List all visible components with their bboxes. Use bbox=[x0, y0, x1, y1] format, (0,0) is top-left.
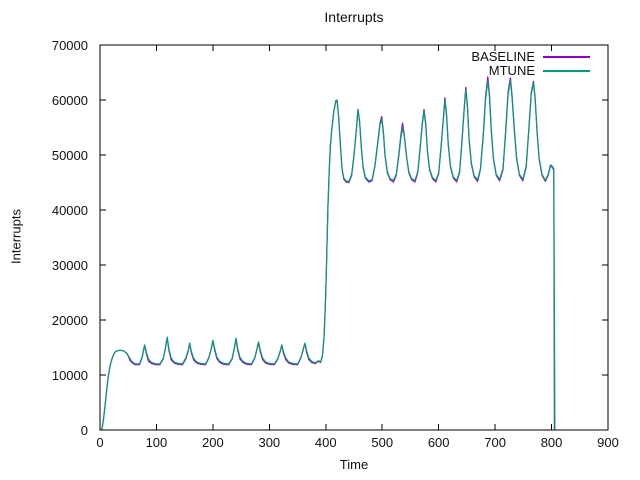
y-tick-label: 60000 bbox=[52, 93, 88, 108]
x-tick-label: 800 bbox=[541, 435, 563, 450]
legend-item-mtune: MTUNE bbox=[471, 64, 590, 77]
y-axis-label: Interrupts bbox=[8, 209, 24, 264]
x-axis-label: Time bbox=[339, 457, 369, 472]
x-tick-label: 100 bbox=[146, 435, 168, 450]
mtune-line-swatch bbox=[543, 69, 590, 72]
legend-label-mtune: MTUNE bbox=[488, 63, 535, 78]
y-tick-label: 50000 bbox=[52, 148, 88, 163]
y-tick-label: 10000 bbox=[52, 368, 88, 383]
y-tick-label: 0 bbox=[81, 423, 88, 438]
x-tick-label: 200 bbox=[202, 435, 224, 450]
chart-title: Interrupts bbox=[324, 9, 384, 25]
y-tick-label: 20000 bbox=[52, 313, 88, 328]
legend-item-baseline: BASELINE bbox=[471, 50, 590, 63]
x-tick-label: 600 bbox=[428, 435, 450, 450]
x-tick-label: 300 bbox=[258, 435, 280, 450]
x-tick-label: 0 bbox=[96, 435, 103, 450]
x-tick-label: 900 bbox=[597, 435, 619, 450]
x-tick-label: 400 bbox=[315, 435, 337, 450]
legend: BASELINE MTUNE bbox=[471, 50, 590, 77]
y-tick-label: 70000 bbox=[52, 38, 88, 53]
x-tick-label: 500 bbox=[371, 435, 393, 450]
baseline-line-swatch bbox=[543, 55, 590, 58]
legend-label-baseline: BASELINE bbox=[471, 49, 535, 64]
y-tick-label: 40000 bbox=[52, 203, 88, 218]
y-tick-label: 30000 bbox=[52, 258, 88, 273]
x-tick-label: 700 bbox=[484, 435, 506, 450]
